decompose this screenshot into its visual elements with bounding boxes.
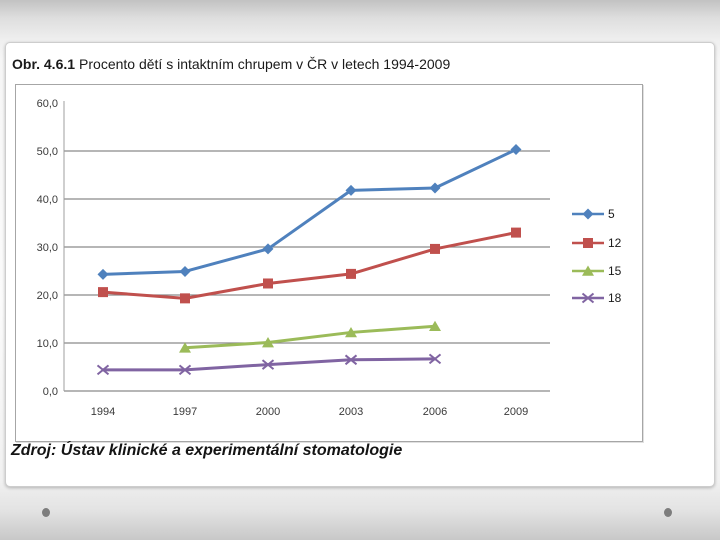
series-5 xyxy=(97,144,522,280)
svg-text:20,0: 20,0 xyxy=(37,290,58,302)
x-axis-labels: 1994 1997 2000 2003 2006 2009 xyxy=(91,406,528,418)
legend-label-18: 18 xyxy=(608,291,622,305)
figure-caption-number: Obr. 4.6.1 xyxy=(12,56,76,72)
legend-label-5: 5 xyxy=(608,207,615,221)
svg-text:0,0: 0,0 xyxy=(43,386,58,398)
series-12 xyxy=(98,227,521,304)
decorative-dot-left xyxy=(42,508,50,517)
source-text: Zdroj: Ústav klinické a experimentální s… xyxy=(11,442,403,459)
chart: 60,0 50,0 40,0 30,0 20,0 10,0 0,0 1994 1997 2000 2… xyxy=(15,84,643,442)
series-18 xyxy=(96,353,442,376)
chart-svg: 60,0 50,0 40,0 30,0 20,0 10,0 0,0 1994 1997 2000 2… xyxy=(37,98,622,418)
series-15 xyxy=(179,320,441,353)
legend-label-12: 12 xyxy=(608,236,622,250)
svg-text:40,0: 40,0 xyxy=(37,194,58,206)
svg-text:2003: 2003 xyxy=(339,406,363,418)
svg-text:30,0: 30,0 xyxy=(37,242,58,254)
content-panel: Obr. 4.6.1 Procento dětí s intaktním chru… xyxy=(5,42,715,487)
svg-text:10,0: 10,0 xyxy=(37,338,58,350)
svg-text:2006: 2006 xyxy=(423,406,447,418)
legend-item-12: 12 xyxy=(572,236,622,250)
gridlines xyxy=(64,150,550,392)
legend-item-18: 18 xyxy=(572,291,622,305)
legend-label-15: 15 xyxy=(608,264,622,278)
legend-item-5: 5 xyxy=(572,207,615,221)
figure-caption: Obr. 4.6.1 Procento dětí s intaktním chru… xyxy=(12,56,450,72)
svg-text:50,0: 50,0 xyxy=(37,146,58,158)
decorative-dot-right xyxy=(664,508,672,517)
svg-text:1997: 1997 xyxy=(173,406,197,418)
figure-caption-text: Procento dětí s intaktním chrupem v ČR v… xyxy=(79,56,451,72)
svg-text:2009: 2009 xyxy=(504,406,528,418)
legend: 5 12 15 18 xyxy=(572,207,622,305)
legend-item-15: 15 xyxy=(572,264,622,278)
svg-text:1994: 1994 xyxy=(91,406,115,418)
y-axis-labels: 60,0 50,0 40,0 30,0 20,0 10,0 0,0 xyxy=(37,98,58,398)
svg-text:2000: 2000 xyxy=(256,406,280,418)
svg-text:60,0: 60,0 xyxy=(37,98,58,110)
